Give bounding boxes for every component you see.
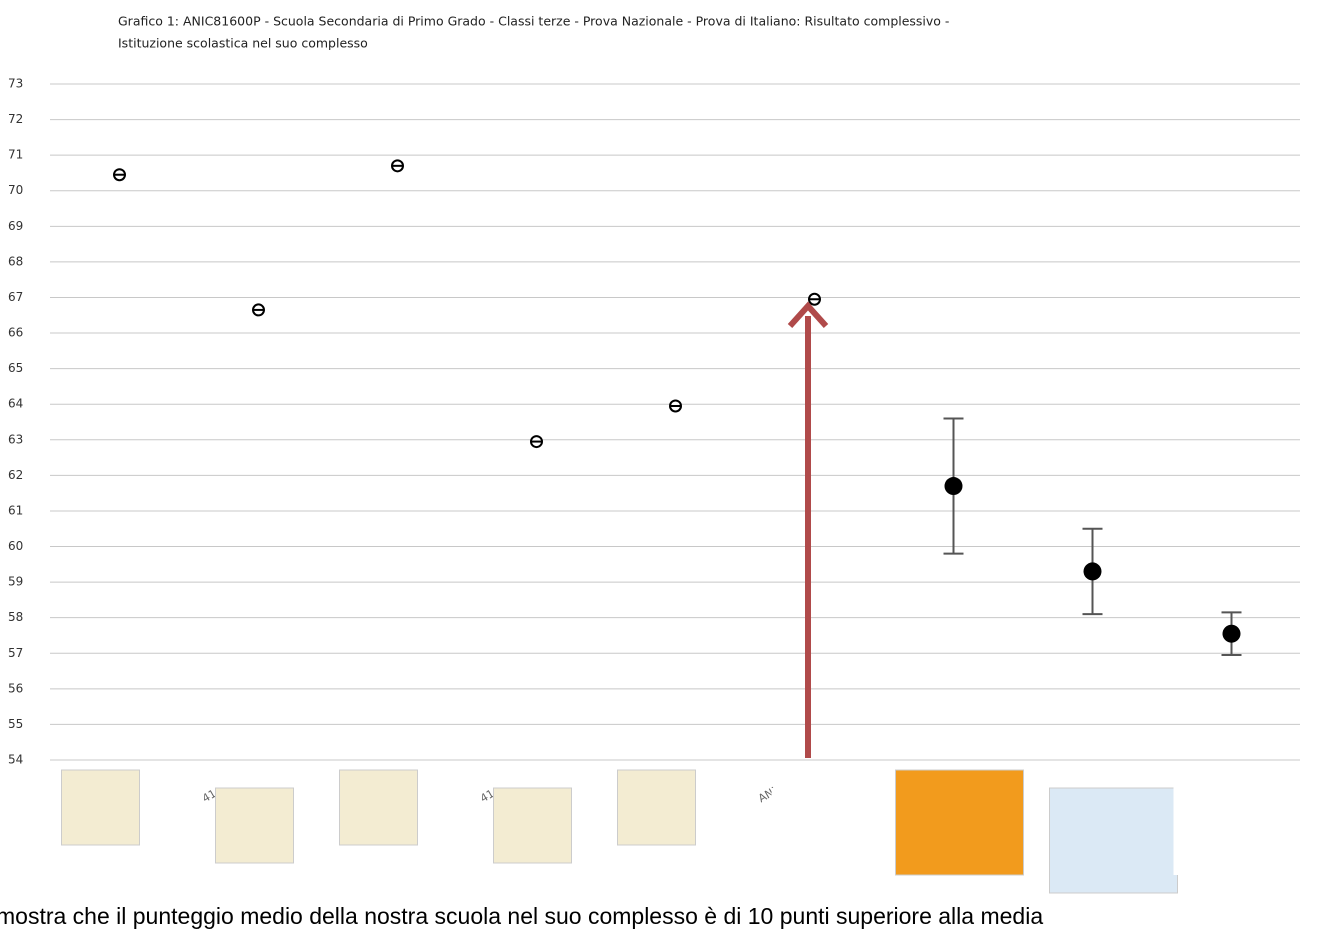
y-tick-label: 67 (8, 290, 23, 304)
chart-title: Istituzione scolastica nel suo complesso (118, 36, 368, 51)
chart-title: Grafico 1: ANIC81600P - Scuola Secondari… (118, 14, 949, 29)
y-tick-label: 71 (8, 148, 23, 162)
icon (215, 787, 294, 864)
icon (1049, 787, 1178, 894)
y-tick-label: 59 (8, 575, 23, 589)
icon (771, 788, 850, 863)
point (1222, 624, 1241, 643)
marks (113, 159, 1242, 657)
y-tick-label: 70 (8, 183, 23, 197)
point (944, 477, 963, 496)
arrow-head (787, 301, 829, 329)
y-tick-label: 64 (8, 397, 23, 411)
icon (61, 769, 140, 846)
icon (1173, 770, 1302, 875)
caption: mostra che il punteggio medio della nost… (0, 903, 1043, 929)
icon (895, 769, 1024, 876)
y-tick-label: 62 (8, 468, 23, 482)
y-tick-label: 68 (8, 254, 23, 268)
icon (339, 769, 418, 846)
x-tick-label: 41 (200, 787, 219, 805)
grid: 54 55 56 57 58 59 60 61 62 63 64 65 66 67 68 69 70 71 72 73 (8, 77, 1300, 767)
y-tick-label: 63 (8, 432, 23, 446)
point (1083, 562, 1102, 581)
y-tick-label: 58 (8, 610, 23, 624)
icon (493, 787, 572, 864)
icon (617, 769, 696, 846)
x-tick-label: 41 (478, 787, 497, 805)
y-tick-label: 60 (8, 539, 23, 553)
y-tick-label: 57 (8, 646, 23, 660)
y-tick-label: 69 (8, 219, 23, 233)
y-tick-label: 73 (8, 77, 23, 91)
icons (61, 769, 1302, 894)
y-tick-label: 61 (8, 503, 23, 517)
y-tick-label: 72 (8, 112, 23, 126)
y-tick-label: 56 (8, 681, 23, 695)
arrow (787, 301, 829, 758)
y-tick-label: 54 (8, 753, 23, 767)
y-tick-label: 55 (8, 717, 23, 731)
y-tick-label: 65 (8, 361, 23, 375)
y-tick-label: 66 (8, 326, 23, 340)
